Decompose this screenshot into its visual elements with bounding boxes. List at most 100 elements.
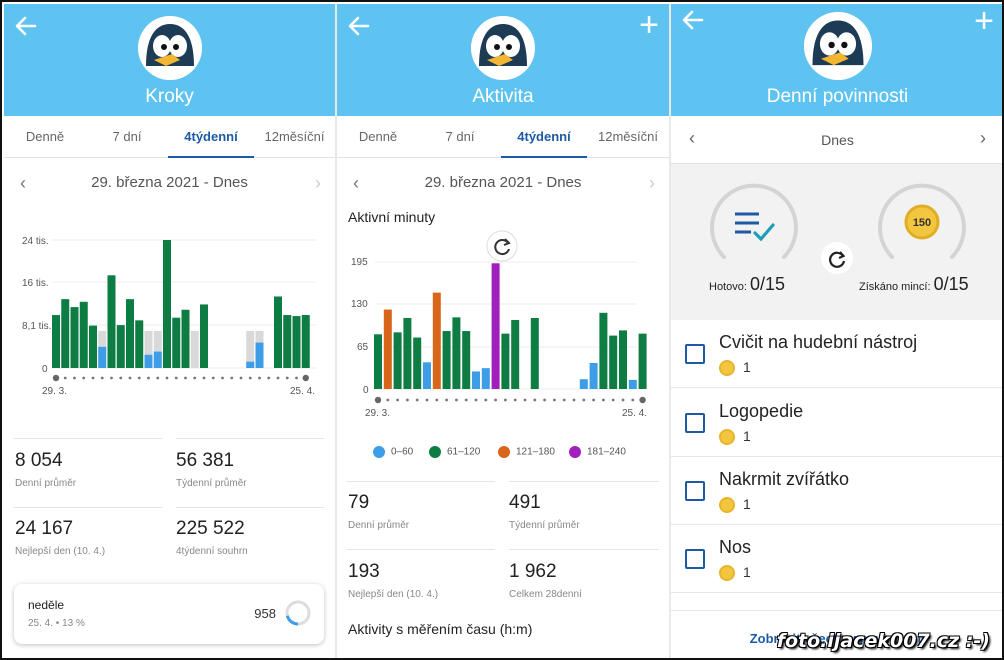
x-tick-dot (295, 376, 298, 380)
divider (347, 549, 495, 550)
list-item[interactable]: Logopedie 1 (671, 389, 1002, 457)
tab-4weeks[interactable]: 4týdenní (168, 116, 254, 158)
x-tick-dot (494, 398, 497, 402)
stat-label: Týdenní průměr (176, 478, 247, 489)
task-checkbox[interactable] (685, 481, 705, 501)
stat-daily-avg: 8 054 Denní průměr (15, 450, 163, 489)
stat-weekly-avg: 56 381 Týdenní průměr (176, 450, 324, 489)
x-tick-dot (602, 398, 605, 402)
steps-bar (79, 301, 88, 368)
list-item[interactable]: Nos 1 (671, 525, 1002, 593)
x-tick-dot (110, 376, 113, 380)
stat-label: Denní průměr (348, 520, 410, 531)
steps-bar (52, 315, 60, 368)
x-tick-dot (464, 398, 468, 402)
task-checkbox[interactable] (685, 549, 705, 569)
stat-weekly-avg: 491 Týdenní průměr (509, 492, 657, 531)
tab-12months[interactable]: 12měsíční (264, 129, 325, 144)
stat-28day-total: 1 962 Celkem 28denní (509, 561, 657, 600)
steps-bar-chart: 24 tis. 16 tis. 8,1 tis. 0 29. 3. 25. 4. (22, 236, 316, 397)
show-all-bar: Zobrazit všechny povinnosti (671, 610, 1002, 658)
legend-swatch (569, 446, 581, 458)
back-arrow-icon[interactable] (681, 8, 707, 34)
steps-bar (70, 307, 79, 368)
refresh-button[interactable] (821, 242, 853, 274)
activity-bar (609, 335, 618, 389)
goal-bar (190, 330, 199, 368)
day-label: Dnes (821, 132, 854, 148)
tab-4weeks[interactable]: 4týdenní (501, 116, 587, 158)
add-icon[interactable]: + (974, 4, 994, 40)
x-tick-label: 29. 3. (365, 408, 390, 419)
y-tick-label: 24 tis. (22, 236, 49, 247)
back-arrow-icon[interactable] (347, 14, 373, 40)
tab-daily[interactable]: Denně (358, 129, 398, 144)
activity-bar (491, 263, 500, 389)
tab-12months[interactable]: 12měsíční (598, 129, 658, 144)
task-coins: 1 (743, 359, 751, 375)
next-chevron-icon[interactable]: › (315, 173, 321, 193)
coin-badge-value: 150 (913, 217, 931, 229)
divider (176, 438, 324, 439)
coins-gauge: 150 (878, 183, 966, 259)
x-tick-dot (165, 376, 169, 380)
tab-7days[interactable]: 7 dní (112, 129, 142, 144)
prev-chevron-icon[interactable]: ‹ (689, 128, 695, 148)
x-tick-dot (592, 398, 595, 402)
steps-bar (274, 296, 282, 368)
x-tick-dot (276, 376, 280, 380)
activity-bar (413, 337, 422, 389)
x-tick-dot (128, 376, 132, 380)
panel-divider (669, 4, 671, 658)
next-chevron-icon[interactable]: › (649, 173, 655, 193)
legend-item: 61–120 (429, 446, 480, 458)
x-tick-dot (553, 398, 556, 402)
tab-7days[interactable]: 7 dní (445, 129, 475, 144)
activity-panel: + Aktivita Denně 7 dní 4týdenní 12měsíčn… (337, 4, 669, 658)
steps-bar (126, 299, 134, 368)
refresh-button[interactable] (486, 230, 518, 262)
today-card[interactable]: neděle 25. 4. • 13 % 958 (14, 584, 324, 644)
duties-panel: + Denní povinnosti ‹ Dnes › Hotovo: 0/15 (671, 4, 1002, 658)
legend-item: 121–180 (498, 446, 555, 458)
y-tick-label: 65 (357, 342, 369, 353)
x-tick-dot (230, 376, 234, 380)
date-range: ‹ 29. března 2021 - Dnes › (4, 170, 335, 196)
x-tick-dot (63, 376, 67, 380)
tab-daily[interactable]: Denně (25, 129, 65, 144)
next-chevron-icon[interactable]: › (980, 128, 986, 148)
checklist-icon (735, 212, 775, 242)
list-item[interactable]: Nakrmit zvířátko 1 (671, 457, 1002, 525)
x-tick-label: 29. 3. (42, 386, 67, 397)
x-tick-dot (455, 398, 458, 402)
task-checkbox[interactable] (685, 344, 705, 364)
steps-bar (200, 304, 208, 368)
back-arrow-icon[interactable] (14, 14, 40, 40)
steps-bar (255, 342, 264, 368)
y-tick-label: 0 (363, 385, 369, 396)
prev-chevron-icon[interactable]: ‹ (353, 173, 359, 193)
activity-bar (462, 331, 471, 389)
coin-icon (719, 565, 735, 581)
prev-chevron-icon[interactable]: ‹ (20, 173, 26, 193)
legend-label: 121–180 (516, 446, 555, 458)
task-checkbox[interactable] (685, 413, 705, 433)
coins-label: Získáno mincí: 0/15 (859, 274, 969, 295)
activity-bar (481, 368, 490, 389)
penguin-avatar (471, 16, 535, 80)
stat-label: Týdenní průměr (509, 520, 580, 531)
task-name: Logopedie (719, 401, 804, 421)
stat-label: Nejlepší den (10. 4.) (348, 589, 439, 600)
steps-bar (98, 346, 107, 368)
add-icon[interactable]: + (639, 6, 659, 44)
page-title: Denní povinnosti (766, 86, 909, 107)
x-tick-label: 25. 4. (622, 408, 647, 419)
stat-daily-avg: 79 Denní průměr (348, 492, 496, 531)
stat-value: 225 522 (176, 518, 245, 539)
x-tick-dot (611, 398, 615, 402)
steps-bar (89, 325, 97, 368)
goal-bar (153, 330, 162, 368)
coins-value: 0/15 (933, 274, 969, 294)
show-all-link[interactable]: Zobrazit všechny povinnosti (749, 631, 926, 646)
list-item[interactable]: Cvičit na hudební nástroj 1 (671, 320, 1002, 388)
